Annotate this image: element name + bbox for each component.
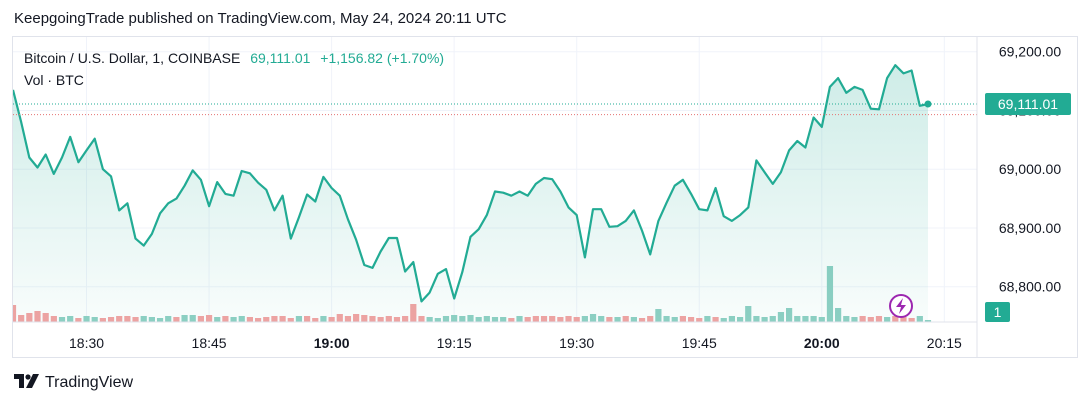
time-axis[interactable]: 18:30 18:45 19:00 19:15 19:30 19:45 20:00 20:15 xyxy=(69,335,962,351)
price-tick-label: 68,900.00 xyxy=(999,220,1061,236)
footer-brand[interactable]: TradingView xyxy=(14,374,133,392)
volume-legend[interactable]: Vol · BTC xyxy=(24,72,84,88)
price-line xyxy=(13,64,929,303)
brand-name: TradingView xyxy=(45,374,134,391)
volume-badge: 1 xyxy=(985,302,1010,322)
symbol-row: Bitcoin / U.S. Dollar, 1, COINBASE 69,11… xyxy=(24,47,444,69)
time-tick-label: 20:15 xyxy=(927,335,962,351)
last-price-badge-text: 69,111.01 xyxy=(998,96,1058,112)
price-change: +1,156.82 (+1.70%) xyxy=(320,50,445,66)
time-tick-label: 20:00 xyxy=(804,335,840,351)
tradingview-logo-icon xyxy=(14,374,39,392)
time-tick-label: 19:30 xyxy=(559,335,594,351)
price-area xyxy=(13,64,932,322)
price-tick-label: 69,200.00 xyxy=(999,44,1061,60)
last-price-badge: 69,111.01 xyxy=(985,92,1071,115)
time-tick-label: 19:15 xyxy=(437,335,472,351)
price-tick-label: 68,800.00 xyxy=(999,279,1061,295)
time-tick-label: 18:30 xyxy=(69,335,104,351)
price-tick-label: 69,000.00 xyxy=(999,161,1061,177)
last-price: 69,111.01 xyxy=(250,50,311,66)
time-tick-label: 18:45 xyxy=(192,335,227,351)
time-tick-label: 19:00 xyxy=(314,335,350,351)
last-price-dot xyxy=(924,100,932,108)
lightning-icon[interactable] xyxy=(889,294,913,318)
time-tick-label: 19:45 xyxy=(682,335,717,351)
volume-badge-text: 1 xyxy=(994,304,1002,320)
symbol-title[interactable]: Bitcoin / U.S. Dollar, 1, COINBASE xyxy=(24,50,241,66)
price-axis[interactable]: 69,200.0069,100.0069,000.0068,900.0068,8… xyxy=(999,44,1061,295)
publish-info: KeepgoingTrade published on TradingView.… xyxy=(14,10,507,27)
price-area-fill xyxy=(13,65,928,322)
chart-frame xyxy=(12,36,1078,358)
chart-legend: Bitcoin / U.S. Dollar, 1, COINBASE 69,11… xyxy=(24,47,444,91)
